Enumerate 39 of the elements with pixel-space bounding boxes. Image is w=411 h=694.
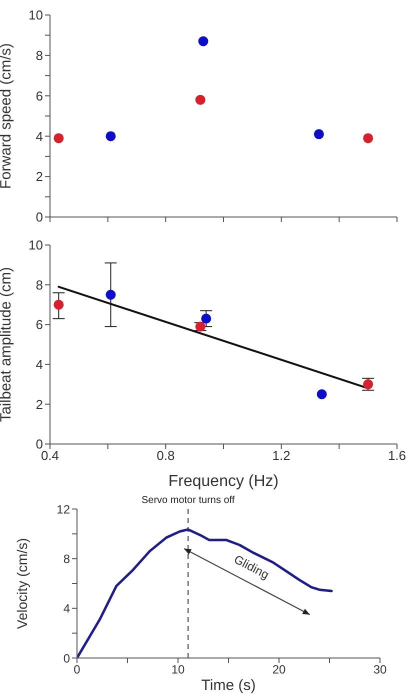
ref-line-label: Servo motor turns off bbox=[142, 495, 235, 506]
y-tick-label: 8 bbox=[63, 552, 70, 566]
point bbox=[195, 94, 206, 105]
y-tick-label: 4 bbox=[36, 128, 43, 144]
y-tick-label: 0 bbox=[36, 436, 43, 452]
x-tick-label: 20 bbox=[272, 662, 286, 677]
x-tick-label: 30 bbox=[373, 662, 387, 677]
y-tick-label: 0 bbox=[36, 210, 43, 225]
point bbox=[198, 36, 208, 46]
x-tick-label: 1.6 bbox=[388, 448, 406, 464]
point bbox=[314, 129, 324, 140]
point bbox=[106, 131, 116, 142]
x-tick-label: 10 bbox=[171, 662, 185, 677]
point bbox=[201, 314, 212, 324]
point bbox=[363, 133, 374, 144]
x-tick-label: 0.8 bbox=[156, 448, 175, 464]
x-tick-label: 1.2 bbox=[272, 448, 290, 464]
point bbox=[54, 300, 64, 310]
point bbox=[316, 389, 327, 400]
x-tick-label: 0.4 bbox=[40, 448, 60, 464]
point bbox=[106, 290, 116, 300]
y-tick-label: 10 bbox=[28, 8, 43, 23]
x-axis-title: Frequency (Hz) bbox=[168, 473, 279, 490]
y-tick-label: 0 bbox=[63, 651, 70, 666]
y-tick-label: 6 bbox=[36, 317, 43, 332]
y-axis-title: Velocity (cm/s) bbox=[14, 538, 30, 630]
x-tick-label: 0 bbox=[74, 662, 81, 677]
y-tick-label: 12 bbox=[56, 502, 70, 516]
y-tick-label: 8 bbox=[36, 48, 43, 64]
x-axis-title: Time (s) bbox=[201, 677, 256, 694]
y-tick-label: 10 bbox=[28, 238, 43, 253]
y-tick-label: 8 bbox=[36, 277, 43, 292]
y-tick-label: 6 bbox=[36, 88, 43, 104]
y-tick-label: 2 bbox=[36, 169, 43, 184]
y-tick-label: 4 bbox=[63, 602, 70, 616]
line-series bbox=[77, 528, 333, 658]
y-tick-label: 2 bbox=[36, 396, 43, 412]
point bbox=[54, 133, 64, 144]
y-tick-label: 4 bbox=[36, 357, 43, 372]
